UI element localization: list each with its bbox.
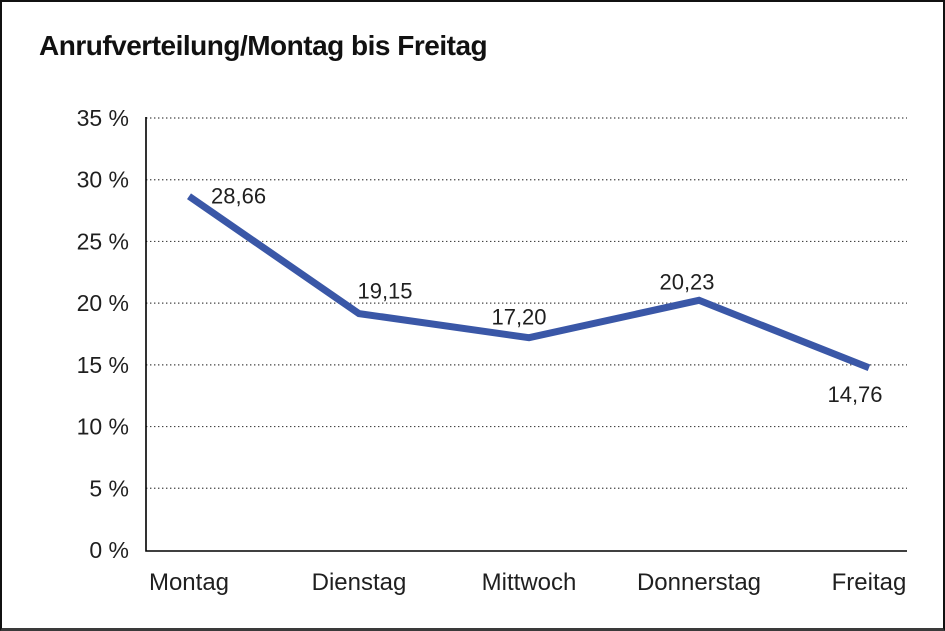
chart-title: Anrufverteilung/Montag bis Freitag <box>39 30 488 61</box>
x-axis-category-label: Dienstag <box>312 569 407 596</box>
x-axis-category-label: Mittwoch <box>482 569 577 596</box>
x-axis-category-label: Montag <box>149 569 229 596</box>
y-axis-tick-label: 5 % <box>89 475 129 501</box>
y-axis-tick-label: 35 % <box>77 105 129 131</box>
data-point-label: 17,20 <box>491 305 546 330</box>
data-point-label: 19,15 <box>357 279 412 304</box>
data-line-series <box>187 193 871 372</box>
y-axis-tick-label: 10 % <box>77 414 129 440</box>
axis-lines <box>145 117 907 552</box>
y-axis-tick-label: 30 % <box>77 167 129 193</box>
data-point-label: 14,76 <box>827 382 882 407</box>
x-axis-category-label: Donnerstag <box>637 569 761 596</box>
y-axis-tick-label: 20 % <box>77 290 129 316</box>
y-axis-tick-label: 15 % <box>77 352 129 378</box>
x-axis-category-label: Freitag <box>832 569 907 596</box>
y-axis-tick-label: 0 % <box>89 537 129 563</box>
data-point-label: 28,66 <box>211 183 266 208</box>
data-point-label: 20,23 <box>659 269 714 294</box>
y-axis-tick-label: 25 % <box>77 228 129 254</box>
